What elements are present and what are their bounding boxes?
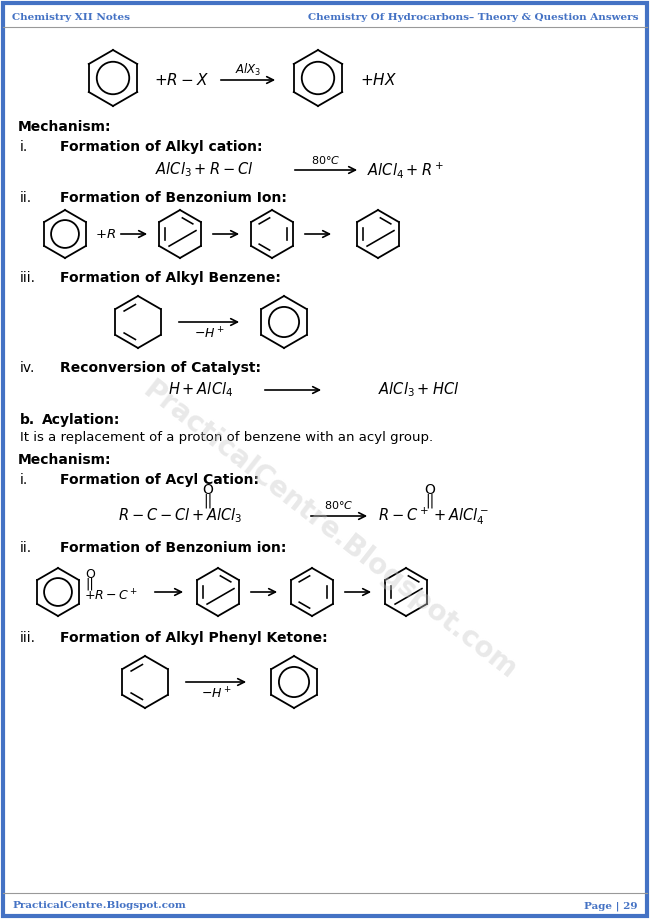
Text: $R - C^+ + AlCl_4^-$: $R - C^+ + AlCl_4^-$ (378, 505, 489, 527)
Text: Chemistry XII Notes: Chemistry XII Notes (12, 13, 130, 21)
Text: $-H^+$: $-H^+$ (201, 686, 231, 701)
Text: Formation of Benzonium Ion:: Formation of Benzonium Ion: (60, 191, 287, 205)
Text: Formation of Alkyl Benzene:: Formation of Alkyl Benzene: (60, 271, 281, 285)
Text: $80°C$: $80°C$ (311, 154, 341, 166)
Text: $R - C - Cl + AlCl_3$: $R - C - Cl + AlCl_3$ (118, 506, 242, 526)
Text: O: O (424, 483, 436, 497)
Text: Mechanism:: Mechanism: (18, 120, 112, 134)
Text: Page | 29: Page | 29 (584, 902, 638, 911)
Text: $AlCl_3 + R - Cl$: $AlCl_3 + R - Cl$ (155, 161, 254, 179)
Text: $H + AlCl_4$: $H + AlCl_4$ (168, 380, 233, 400)
Text: ||: || (86, 577, 94, 591)
Text: ii.: ii. (20, 541, 32, 555)
Text: Formation of Acyl Cation:: Formation of Acyl Cation: (60, 473, 259, 487)
Text: Mechanism:: Mechanism: (18, 453, 112, 467)
Text: $+R$: $+R$ (95, 228, 116, 241)
Text: ||: || (425, 494, 435, 508)
Text: It is a replacement of a proton of benzene with an acyl group.: It is a replacement of a proton of benze… (20, 432, 433, 445)
Text: O: O (203, 483, 213, 497)
Text: Reconversion of Catalyst:: Reconversion of Catalyst: (60, 361, 261, 375)
Text: $+HX$: $+HX$ (360, 72, 397, 88)
Text: iii.: iii. (20, 631, 36, 645)
Text: Formation of Benzonium ion:: Formation of Benzonium ion: (60, 541, 287, 555)
Text: Acylation:: Acylation: (42, 413, 120, 427)
Text: O: O (85, 568, 95, 581)
Text: Formation of Alkyl Phenyl Ketone:: Formation of Alkyl Phenyl Ketone: (60, 631, 328, 645)
Text: iii.: iii. (20, 271, 36, 285)
Text: $80°C$: $80°C$ (324, 499, 354, 511)
Text: $+R-X$: $+R-X$ (154, 72, 209, 88)
Text: PracticalCentre.Blogspot.com: PracticalCentre.Blogspot.com (138, 376, 523, 685)
Text: PracticalCentre.Blogspot.com: PracticalCentre.Blogspot.com (12, 902, 186, 911)
Text: iv.: iv. (20, 361, 35, 375)
Text: $+R - C^+$: $+R - C^+$ (84, 588, 138, 604)
Text: b.: b. (20, 413, 35, 427)
Text: $AlCl_4 + R^+$: $AlCl_4 + R^+$ (367, 160, 444, 180)
Text: $AlX_3$: $AlX_3$ (235, 62, 261, 78)
Text: i.: i. (20, 140, 28, 154)
Text: Formation of Alkyl cation:: Formation of Alkyl cation: (60, 140, 263, 154)
Text: ii.: ii. (20, 191, 32, 205)
FancyBboxPatch shape (3, 3, 647, 916)
Text: ||: || (203, 494, 213, 508)
Text: $-H^+$: $-H^+$ (194, 326, 224, 342)
Text: Chemistry Of Hydrocarbons– Theory & Question Answers: Chemistry Of Hydrocarbons– Theory & Ques… (307, 13, 638, 21)
Text: $AlCl_3 + HCl$: $AlCl_3 + HCl$ (378, 380, 460, 400)
Text: i.: i. (20, 473, 28, 487)
